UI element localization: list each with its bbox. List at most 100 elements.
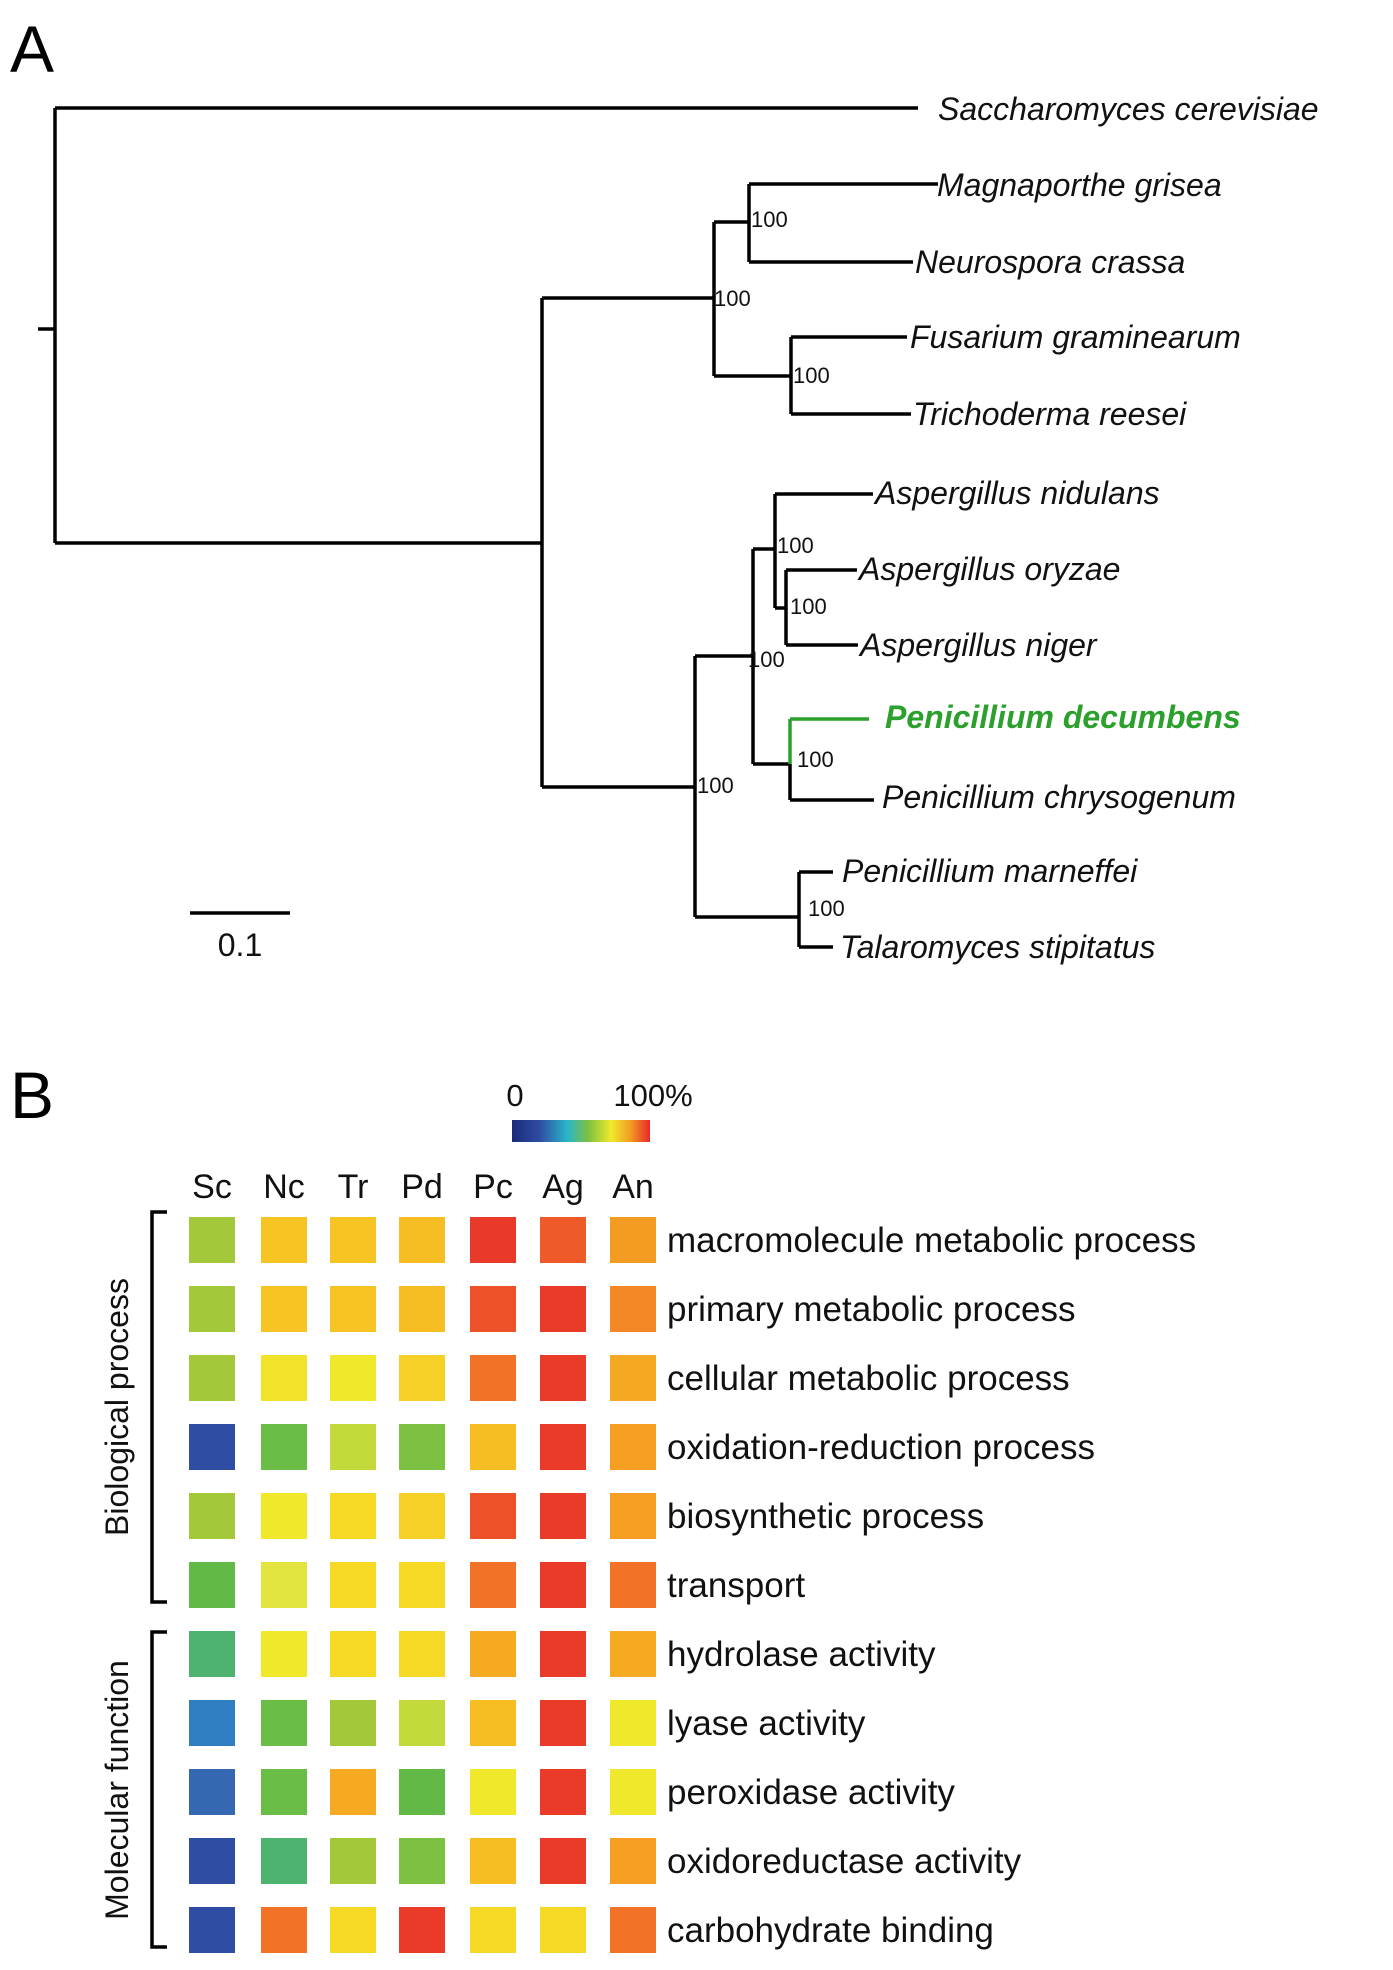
- heatmap-cell: [261, 1355, 307, 1401]
- heatmap-cell: [399, 1493, 445, 1539]
- heatmap-cell: [399, 1631, 445, 1677]
- row-label: cellular metabolic process: [667, 1359, 1070, 1398]
- taxon-label: Saccharomyces cerevisiae: [938, 91, 1319, 127]
- heatmap-cell: [610, 1355, 656, 1401]
- heatmap-cell: [261, 1286, 307, 1332]
- heatmap-cell: [610, 1838, 656, 1884]
- column-header: Pd: [401, 1168, 443, 1206]
- heatmap-cell: [330, 1355, 376, 1401]
- column-header: Sc: [192, 1168, 232, 1206]
- heatmap-cell: [399, 1907, 445, 1953]
- heatmap-cell: [540, 1907, 586, 1953]
- heatmap-cell: [470, 1838, 516, 1884]
- heatmap-cell: [610, 1286, 656, 1332]
- heatmap-cell: [261, 1838, 307, 1884]
- heatmap-cell: [470, 1700, 516, 1746]
- heatmap-cell: [399, 1355, 445, 1401]
- heatmap-cell: [540, 1286, 586, 1332]
- heatmap: Sc Nc Tr Pd Pc Ag An macromolecule metabolic pr…: [189, 1168, 1196, 1953]
- row-label: lyase activity: [667, 1704, 866, 1743]
- heatmap-cell: [610, 1907, 656, 1953]
- heatmap-cell: [399, 1838, 445, 1884]
- heatmap-cell: [399, 1769, 445, 1815]
- taxon-label: Aspergillus oryzae: [857, 551, 1120, 587]
- heatmap-cell: [610, 1217, 656, 1263]
- group-label-biological-process: Biological process: [99, 1278, 135, 1536]
- heatmap-cell: [189, 1424, 235, 1470]
- heatmap-cell: [189, 1907, 235, 1953]
- heatmap-cell: [540, 1355, 586, 1401]
- heatmap-cell: [189, 1493, 235, 1539]
- row-label: biosynthetic process: [667, 1497, 984, 1536]
- heatmap-cell: [470, 1631, 516, 1677]
- heatmap-cell: [540, 1631, 586, 1677]
- heatmap-cell: [470, 1217, 516, 1263]
- bootstrap-value: 100: [697, 773, 734, 798]
- bootstrap-value: 100: [777, 533, 814, 558]
- heatmap-cell: [399, 1562, 445, 1608]
- heatmap-cell: [330, 1424, 376, 1470]
- row-label: macromolecule metabolic process: [667, 1221, 1196, 1260]
- colorbar: [512, 1120, 650, 1142]
- heatmap-cell: [261, 1769, 307, 1815]
- heatmap-cell: [399, 1286, 445, 1332]
- taxon-label-highlighted: Penicillium decumbens: [885, 699, 1241, 735]
- heatmap-cell: [261, 1424, 307, 1470]
- heatmap-cell: [261, 1907, 307, 1953]
- heatmap-cell: [189, 1562, 235, 1608]
- heatmap-cell: [189, 1769, 235, 1815]
- heatmap-cell: [399, 1424, 445, 1470]
- heatmap-cell: [610, 1562, 656, 1608]
- heatmap-cell: [189, 1355, 235, 1401]
- column-header: Ag: [542, 1168, 584, 1206]
- bootstrap-value: 100: [748, 647, 785, 672]
- heatmap-cell: [610, 1424, 656, 1470]
- heatmap-cell: [261, 1562, 307, 1608]
- heatmap-cell: [470, 1769, 516, 1815]
- row-label: oxidation-reduction process: [667, 1428, 1095, 1467]
- heatmap-cell: [470, 1424, 516, 1470]
- heatmap-cell: [330, 1907, 376, 1953]
- panel-label-a: A: [10, 12, 54, 86]
- heatmap-cell: [330, 1769, 376, 1815]
- taxon-label: Fusarium graminearum: [910, 319, 1241, 355]
- heatmap-cell: [610, 1631, 656, 1677]
- taxon-label: Aspergillus nidulans: [873, 475, 1160, 511]
- row-label: transport: [667, 1566, 805, 1605]
- heatmap-cell: [540, 1424, 586, 1470]
- row-label: oxidoreductase activity: [667, 1842, 1022, 1881]
- heatmap-cell: [189, 1286, 235, 1332]
- heatmap-cell: [540, 1562, 586, 1608]
- taxon-label: Magnaporthe grisea: [937, 167, 1222, 203]
- column-header: Tr: [338, 1168, 369, 1206]
- heatmap-cell: [540, 1700, 586, 1746]
- heatmap-cell: [399, 1217, 445, 1263]
- row-label: carbohydrate binding: [667, 1911, 994, 1950]
- heatmap-cell: [610, 1700, 656, 1746]
- heatmap-cell: [399, 1700, 445, 1746]
- heatmap-cell: [470, 1493, 516, 1539]
- bootstrap-value: 100: [793, 363, 830, 388]
- taxon-label: Neurospora crassa: [915, 244, 1185, 280]
- row-label: hydrolase activity: [667, 1635, 936, 1674]
- heatmap-cell: [330, 1838, 376, 1884]
- heatmap-cell: [261, 1700, 307, 1746]
- heatmap-cell: [330, 1562, 376, 1608]
- heatmap-cell: [261, 1631, 307, 1677]
- row-label: peroxidase activity: [667, 1773, 955, 1812]
- bootstrap-value: 100: [751, 207, 788, 232]
- heatmap-cell: [261, 1493, 307, 1539]
- heatmap-cell: [261, 1217, 307, 1263]
- heatmap-cell: [540, 1838, 586, 1884]
- bootstrap-value: 100: [808, 896, 845, 921]
- heatmap-cell: [330, 1493, 376, 1539]
- heatmap-cell: [540, 1769, 586, 1815]
- bracket-molecular-function: [150, 1630, 167, 1949]
- heatmap-cell: [189, 1700, 235, 1746]
- bootstrap-value: 100: [797, 747, 834, 772]
- heatmap-cell: [189, 1838, 235, 1884]
- colorbar-min-label: 0: [506, 1078, 523, 1113]
- taxon-labels: Saccharomyces cerevisiae Magnaporthe gri…: [840, 91, 1319, 965]
- bootstrap-values: 100 100 100 100 100 100 100 100 100: [697, 207, 845, 921]
